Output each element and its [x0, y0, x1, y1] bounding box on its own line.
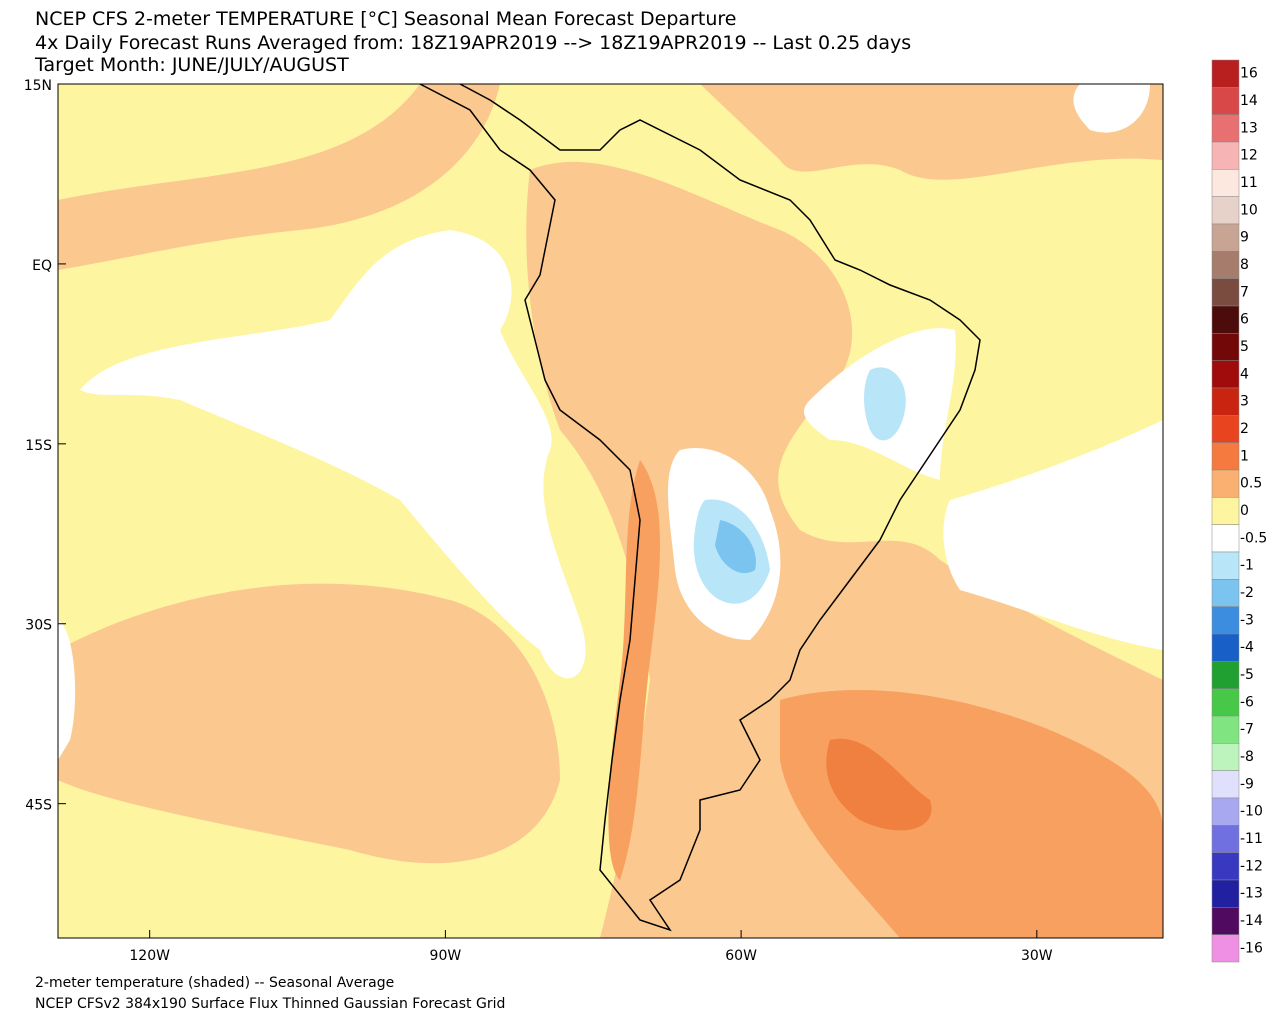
colorbar-swatch: [1211, 387, 1240, 416]
colorbar-label: 7: [1240, 284, 1249, 300]
colorbar-swatch: [1211, 907, 1240, 935]
colorbar-swatch: [1211, 196, 1240, 225]
colorbar-swatch: [1211, 360, 1240, 389]
colorbar-swatch: [1211, 606, 1240, 635]
colorbar-swatch: [1211, 797, 1240, 826]
colorbar-label: -12: [1240, 858, 1263, 874]
lat-label: 45S: [25, 798, 52, 814]
colorbar-label: -7: [1240, 722, 1254, 738]
colorbar-label: -13: [1240, 886, 1263, 902]
colorbar-swatch: [1211, 251, 1240, 279]
colorbar-swatch: [1211, 661, 1240, 689]
colorbar-swatch: [1211, 879, 1240, 908]
lat-label: 15S: [25, 438, 52, 454]
colorbar-label: -4: [1240, 640, 1254, 656]
colorbar-swatch: [1211, 141, 1240, 170]
lon-label: 120W: [129, 948, 170, 964]
colorbar-swatch: [1211, 169, 1240, 197]
colorbar-swatch: [1211, 278, 1240, 307]
colorbar-label: -1: [1240, 558, 1254, 574]
lon-label: 30W: [1021, 948, 1053, 964]
colorbar-label: -0.5: [1240, 530, 1267, 546]
colorbar-swatch: [1211, 688, 1240, 717]
subtitle: 4x Daily Forecast Runs Averaged from: 18…: [35, 32, 911, 54]
lat-label: 30S: [25, 618, 52, 634]
colorbar-label: -14: [1240, 913, 1263, 929]
colorbar-label: 9: [1240, 230, 1249, 246]
colorbar-label: 11: [1240, 175, 1258, 191]
colorbar-swatch: [1211, 852, 1240, 881]
colorbar-label: -9: [1240, 776, 1254, 792]
footer-2: NCEP CFSv2 384x190 Surface Flux Thinned …: [35, 996, 505, 1012]
lat-label: 15N: [24, 78, 52, 94]
colorbar-label: -6: [1240, 694, 1254, 710]
colorbar-swatch: [1211, 825, 1240, 853]
colorbar-swatch: [1211, 524, 1240, 553]
colorbar-label: -16: [1240, 940, 1263, 956]
colorbar-label: -2: [1240, 585, 1254, 601]
colorbar-label: 12: [1240, 148, 1258, 164]
map-frame: [57, 83, 1164, 939]
map-field: [58, 84, 1163, 938]
colorbar-label: 10: [1240, 202, 1258, 218]
colorbar-swatch: [1211, 633, 1240, 662]
colorbar-label: 6: [1240, 312, 1249, 328]
colorbar-label: 3: [1240, 394, 1249, 410]
colorbar-label: 4: [1240, 366, 1249, 382]
lon-label: 60W: [725, 948, 757, 964]
colorbar-swatch: [1211, 223, 1240, 252]
title: NCEP CFS 2-meter TEMPERATURE [°C] Season…: [35, 8, 736, 30]
colorbar-swatch: [1211, 579, 1240, 607]
colorbar-label: 16: [1240, 66, 1258, 82]
colorbar-label: -10: [1240, 804, 1263, 820]
colorbar-label: 2: [1240, 421, 1249, 437]
colorbar-swatch: [1211, 333, 1240, 361]
colorbar-swatch: [1211, 415, 1240, 443]
colorbar-swatch: [1211, 305, 1240, 334]
colorbar-label: -11: [1240, 831, 1263, 847]
footer-1: 2-meter temperature (shaded) -- Seasonal…: [35, 975, 394, 991]
colorbar-swatch: [1211, 743, 1240, 771]
lon-label: 90W: [430, 948, 462, 964]
colorbar-label: 1: [1240, 448, 1249, 464]
colorbar-label: 8: [1240, 257, 1249, 273]
colorbar-swatch: [1211, 59, 1240, 88]
colorbar-label: -5: [1240, 667, 1254, 683]
target: Target Month: JUNE/JULY/AUGUST: [34, 54, 349, 76]
colorbar-label: 0.5: [1240, 476, 1262, 492]
colorbar-swatch: [1211, 934, 1240, 963]
colorbar-swatch: [1211, 770, 1240, 799]
lat-label: EQ: [32, 258, 52, 274]
colorbar-label: 0: [1240, 503, 1249, 519]
colorbar-swatch: [1211, 469, 1240, 498]
colorbar-swatch: [1211, 715, 1240, 744]
colorbar-label: 13: [1240, 120, 1258, 136]
colorbar-swatch: [1211, 87, 1240, 115]
colorbar-label: 5: [1240, 339, 1249, 355]
colorbar-swatch: [1211, 551, 1240, 580]
colorbar-label: 14: [1240, 93, 1258, 109]
colorbar-swatch: [1211, 497, 1240, 525]
colorbar-label: -3: [1240, 612, 1254, 628]
colorbar-swatch: [1211, 114, 1240, 143]
colorbar-label: -8: [1240, 749, 1254, 765]
colorbar-swatch: [1211, 442, 1240, 471]
